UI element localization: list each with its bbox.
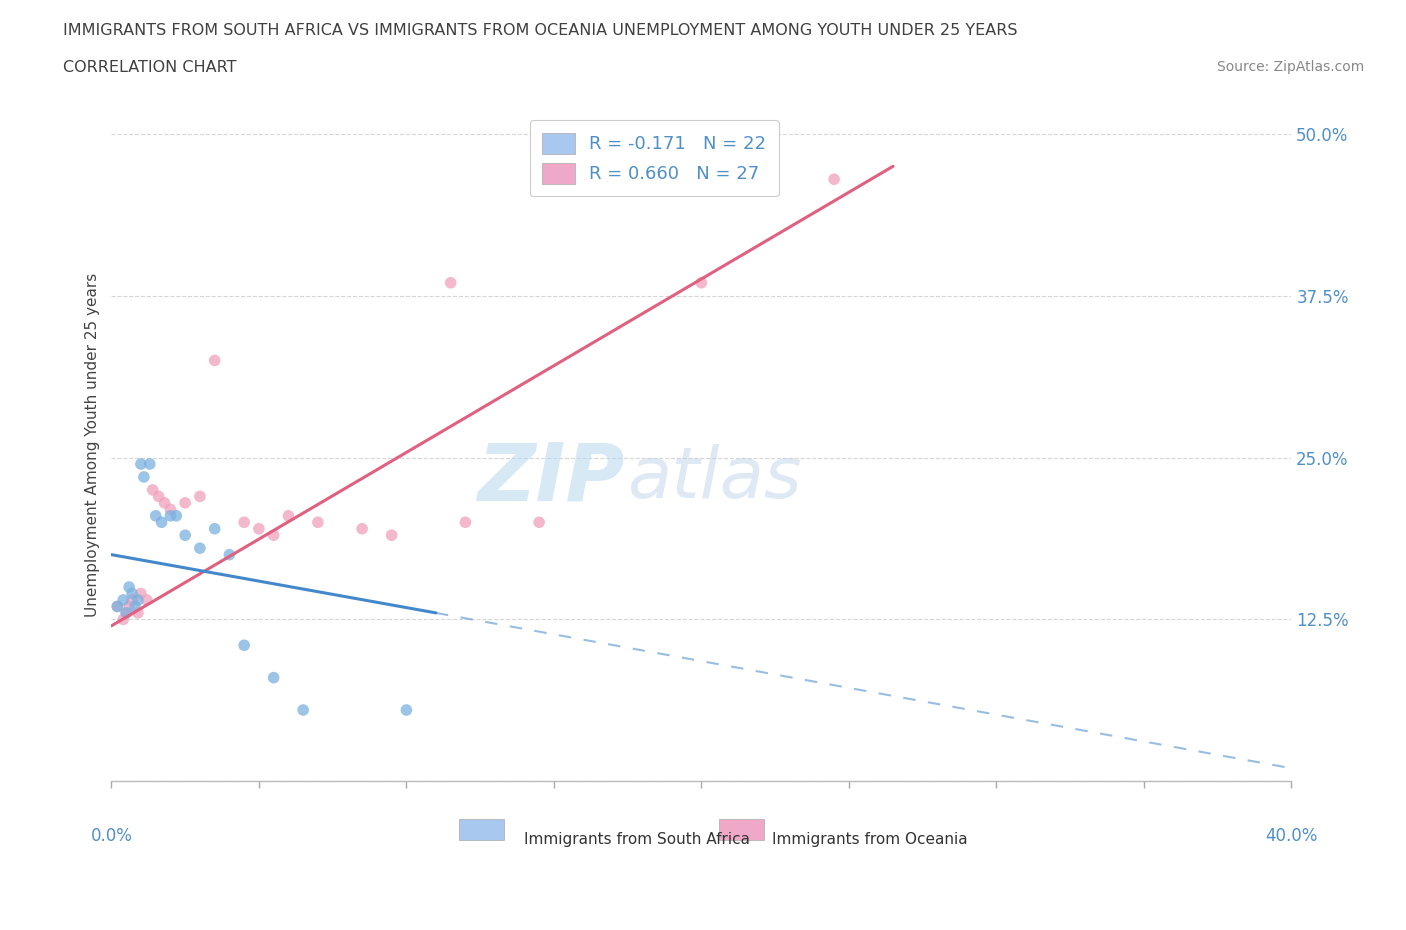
Point: [307, 515, 329, 530]
Point: [263, 671, 285, 685]
Point: [145, 509, 167, 524]
FancyBboxPatch shape: [460, 819, 505, 841]
Text: 0.0%: 0.0%: [90, 827, 132, 844]
Point: [174, 528, 197, 543]
Point: [115, 605, 138, 620]
Point: [352, 522, 374, 537]
Point: [112, 612, 135, 627]
Y-axis label: Unemployment Among Youth under 25 years: Unemployment Among Youth under 25 years: [86, 272, 100, 617]
Point: [454, 515, 477, 530]
Point: [233, 638, 256, 653]
Text: Source: ZipAtlas.com: Source: ZipAtlas.com: [1216, 60, 1364, 74]
Point: [139, 457, 162, 472]
Point: [127, 605, 149, 620]
Point: [118, 579, 141, 594]
Point: [127, 592, 149, 607]
Point: [148, 489, 170, 504]
Point: [132, 470, 155, 485]
Point: [188, 540, 211, 555]
Point: [188, 489, 211, 504]
Point: [105, 599, 128, 614]
Point: [150, 515, 173, 530]
Point: [142, 483, 165, 498]
Point: [277, 509, 299, 524]
Text: 40.0%: 40.0%: [1265, 827, 1317, 844]
Point: [204, 353, 226, 368]
Point: [105, 599, 128, 614]
Point: [233, 515, 256, 530]
Point: [218, 547, 240, 562]
Text: Immigrants from Oceania: Immigrants from Oceania: [772, 831, 967, 846]
Text: ZIP: ZIP: [477, 439, 624, 517]
Point: [121, 586, 143, 601]
Point: [247, 522, 270, 537]
Text: atlas: atlas: [627, 444, 801, 512]
Point: [124, 599, 146, 614]
Point: [159, 502, 181, 517]
Point: [159, 509, 181, 524]
Point: [174, 496, 197, 511]
Point: [263, 528, 285, 543]
Point: [823, 172, 845, 187]
Point: [381, 528, 404, 543]
Point: [395, 702, 418, 717]
Point: [118, 599, 141, 614]
FancyBboxPatch shape: [718, 819, 763, 841]
Point: [204, 522, 226, 537]
Point: [129, 457, 152, 472]
Point: [121, 592, 143, 607]
Point: [129, 586, 152, 601]
Legend: R = -0.171   N = 22, R = 0.660   N = 27: R = -0.171 N = 22, R = 0.660 N = 27: [530, 120, 779, 196]
Text: IMMIGRANTS FROM SOUTH AFRICA VS IMMIGRANTS FROM OCEANIA UNEMPLOYMENT AMONG YOUTH: IMMIGRANTS FROM SOUTH AFRICA VS IMMIGRAN…: [63, 23, 1018, 38]
Point: [292, 702, 315, 717]
Point: [135, 592, 157, 607]
Point: [440, 275, 463, 290]
Point: [115, 605, 138, 620]
Text: Immigrants from South Africa: Immigrants from South Africa: [524, 831, 751, 846]
Text: CORRELATION CHART: CORRELATION CHART: [63, 60, 236, 75]
Point: [527, 515, 550, 530]
Point: [690, 275, 713, 290]
Point: [153, 496, 176, 511]
Point: [112, 592, 135, 607]
Point: [165, 509, 187, 524]
